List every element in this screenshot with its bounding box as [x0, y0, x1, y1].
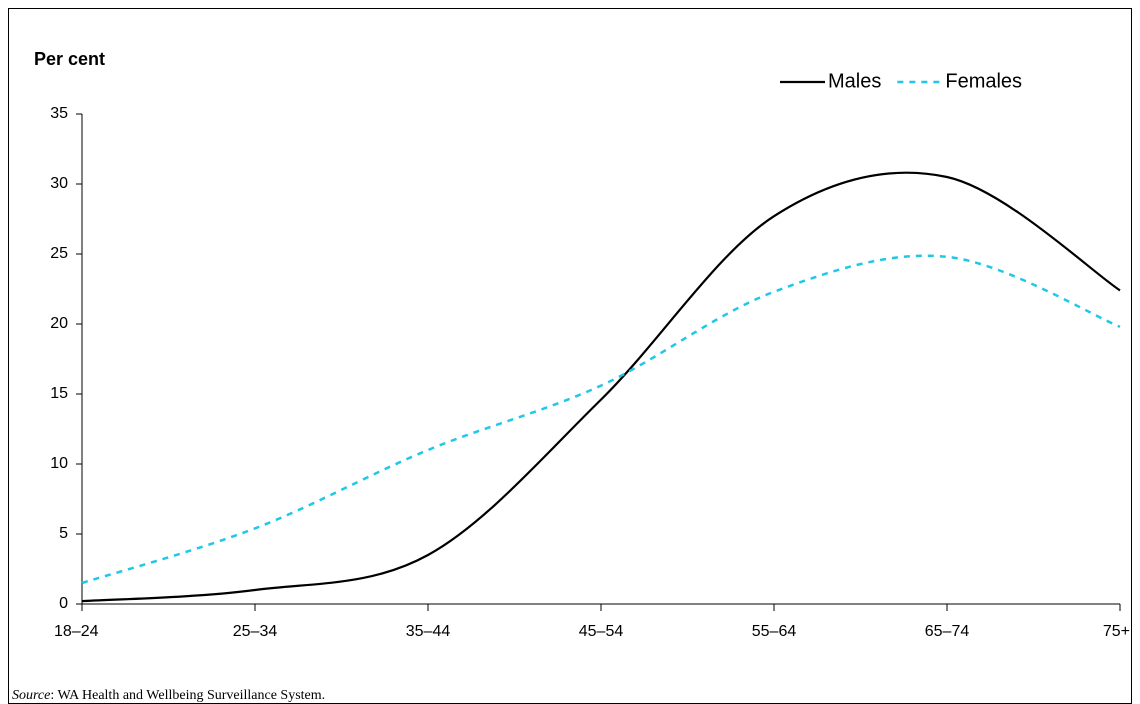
frame — [8, 8, 1132, 704]
y-tick-label: 20 — [50, 315, 68, 332]
source-text: : WA Health and Wellbeing Surveillance S… — [50, 688, 325, 703]
y-tick-label: 0 — [59, 595, 68, 612]
source: Source: WA Health and Wellbeing Surveill… — [12, 688, 325, 703]
y-axis-label: Per cent — [34, 49, 105, 69]
series-line — [81, 171, 1121, 603]
source-label: Source — [12, 688, 50, 703]
x-tick-label: 65–74 — [925, 623, 970, 640]
y-tick-label: 15 — [50, 385, 68, 402]
x-tick-label: 55–64 — [752, 623, 797, 640]
y-tick-label: 10 — [50, 455, 68, 472]
x-tick-label: 25–34 — [233, 623, 278, 640]
legend-label: Males — [828, 70, 881, 92]
x-tick-label: 18–24 — [54, 623, 99, 640]
y-tick-label: 5 — [59, 525, 68, 542]
x-tick-label: 75+ — [1103, 623, 1130, 640]
series-line — [81, 254, 1121, 585]
x-tick-label: 45–54 — [579, 623, 624, 640]
x-tick-label: 35–44 — [406, 623, 451, 640]
y-tick-label: 30 — [50, 175, 68, 192]
y-tick-label: 25 — [50, 245, 68, 262]
y-tick-label: 35 — [50, 105, 68, 122]
legend-label: Females — [945, 70, 1022, 92]
